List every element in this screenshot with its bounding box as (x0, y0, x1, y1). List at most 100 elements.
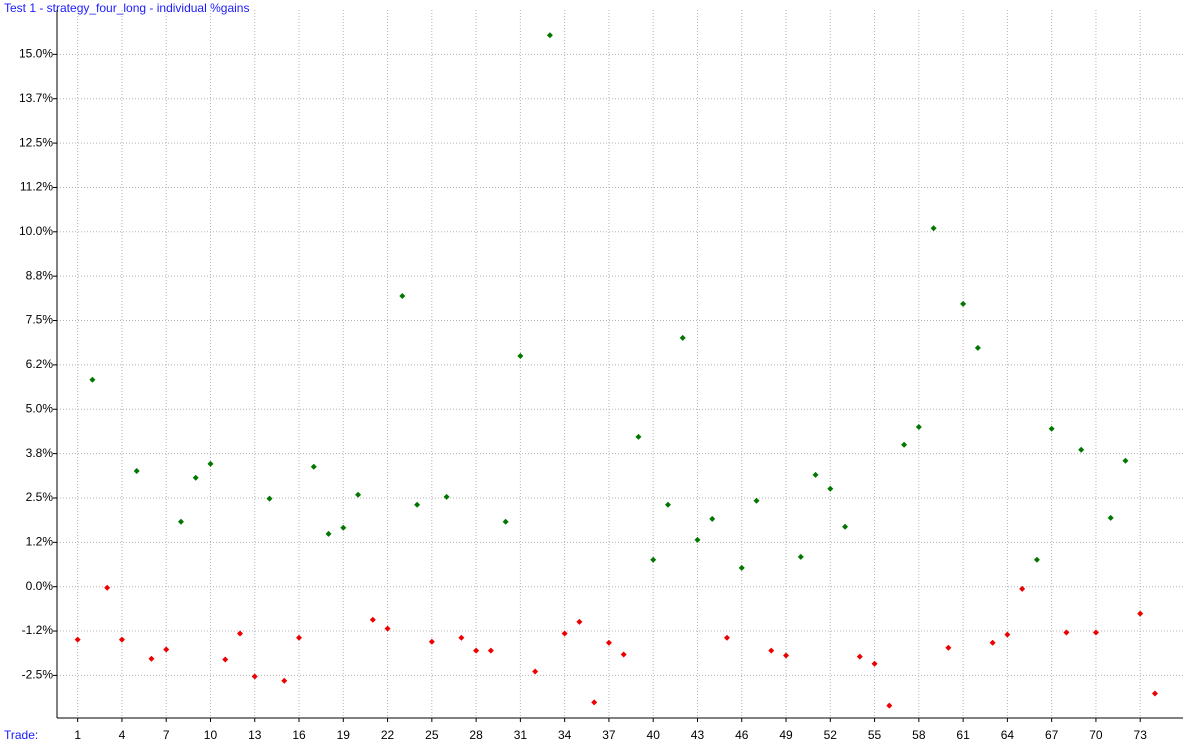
point (532, 668, 539, 675)
x-tick-label: 31 (514, 728, 528, 742)
point (473, 647, 480, 654)
point (1137, 610, 1144, 617)
point (1122, 457, 1129, 464)
point (236, 630, 243, 637)
point (620, 651, 627, 658)
y-tick-label: 8.8% (26, 268, 54, 282)
point (1033, 556, 1040, 563)
point (163, 646, 170, 653)
x-tick-label: 7 (163, 728, 170, 742)
point (842, 523, 849, 530)
point (901, 441, 908, 448)
point (561, 630, 568, 637)
y-tick-label: 12.5% (19, 135, 53, 149)
point (355, 491, 362, 498)
x-tick-label: 43 (691, 728, 705, 742)
point (827, 485, 834, 492)
y-tick-label: 10.0% (19, 224, 53, 238)
point (1078, 446, 1085, 453)
point (723, 634, 730, 641)
x-tick-label: 67 (1045, 728, 1059, 742)
point (148, 655, 155, 662)
point (517, 353, 524, 360)
x-tick-label: 10 (204, 728, 218, 742)
y-tick-label: 13.7% (19, 91, 53, 105)
point (369, 616, 376, 623)
x-tick-label: 22 (381, 728, 395, 742)
point (502, 518, 509, 525)
point (768, 647, 775, 654)
point (694, 536, 701, 543)
point (605, 639, 612, 646)
point (207, 460, 214, 467)
point (783, 652, 790, 659)
y-tick-label: -1.2% (22, 623, 54, 637)
y-tick-label: 0.0% (26, 579, 54, 593)
point (546, 32, 553, 39)
x-tick-label: 55 (868, 728, 882, 742)
point (222, 656, 229, 663)
x-tick-label: 49 (779, 728, 793, 742)
point (458, 634, 465, 641)
point (1004, 631, 1011, 638)
point (251, 673, 258, 680)
point (812, 471, 819, 478)
point (192, 474, 199, 481)
point (1107, 514, 1114, 521)
point (266, 495, 273, 502)
x-tick-label: 70 (1089, 728, 1103, 742)
x-tick-label: 61 (956, 728, 970, 742)
point (1151, 690, 1158, 697)
point (1092, 629, 1099, 636)
point (104, 584, 111, 591)
x-tick-label: 64 (1001, 728, 1015, 742)
point (399, 293, 406, 300)
point (310, 463, 317, 470)
y-tick-label: 6.2% (26, 357, 54, 371)
point (133, 467, 140, 474)
x-tick-label: 1 (74, 728, 81, 742)
point (487, 647, 494, 654)
x-tick-label: 40 (647, 728, 661, 742)
point (635, 433, 642, 440)
point (650, 556, 657, 563)
y-tick-label: 2.5% (26, 490, 54, 504)
point (753, 497, 760, 504)
x-tick-label: 37 (602, 728, 616, 742)
x-tick-label: 46 (735, 728, 749, 742)
point (74, 636, 81, 643)
x-tick-label: 28 (469, 728, 483, 742)
point (177, 518, 184, 525)
point (118, 636, 125, 643)
point (1048, 425, 1055, 432)
point (886, 702, 893, 709)
point (384, 625, 391, 632)
point (856, 653, 863, 660)
point (679, 334, 686, 341)
chart-title: Test 1 - strategy_four_long - individual… (4, 1, 249, 15)
x-tick-label: 19 (337, 728, 351, 742)
point (871, 660, 878, 667)
point (1019, 585, 1026, 592)
point (960, 300, 967, 307)
x-tick-label: 52 (824, 728, 838, 742)
x-tick-label: 13 (248, 728, 262, 742)
point (797, 553, 804, 560)
point (664, 501, 671, 508)
point (89, 376, 96, 383)
point (340, 524, 347, 531)
point (576, 618, 583, 625)
point (281, 677, 288, 684)
y-tick-label: 3.8% (26, 446, 54, 460)
point (428, 638, 435, 645)
point (325, 530, 332, 537)
point (915, 423, 922, 430)
x-tick-label: 58 (912, 728, 926, 742)
x-tick-label: 16 (292, 728, 306, 742)
point (414, 501, 421, 508)
point (1063, 629, 1070, 636)
point (974, 344, 981, 351)
y-tick-label: 7.5% (26, 313, 54, 327)
x-tick-label: 73 (1134, 728, 1148, 742)
